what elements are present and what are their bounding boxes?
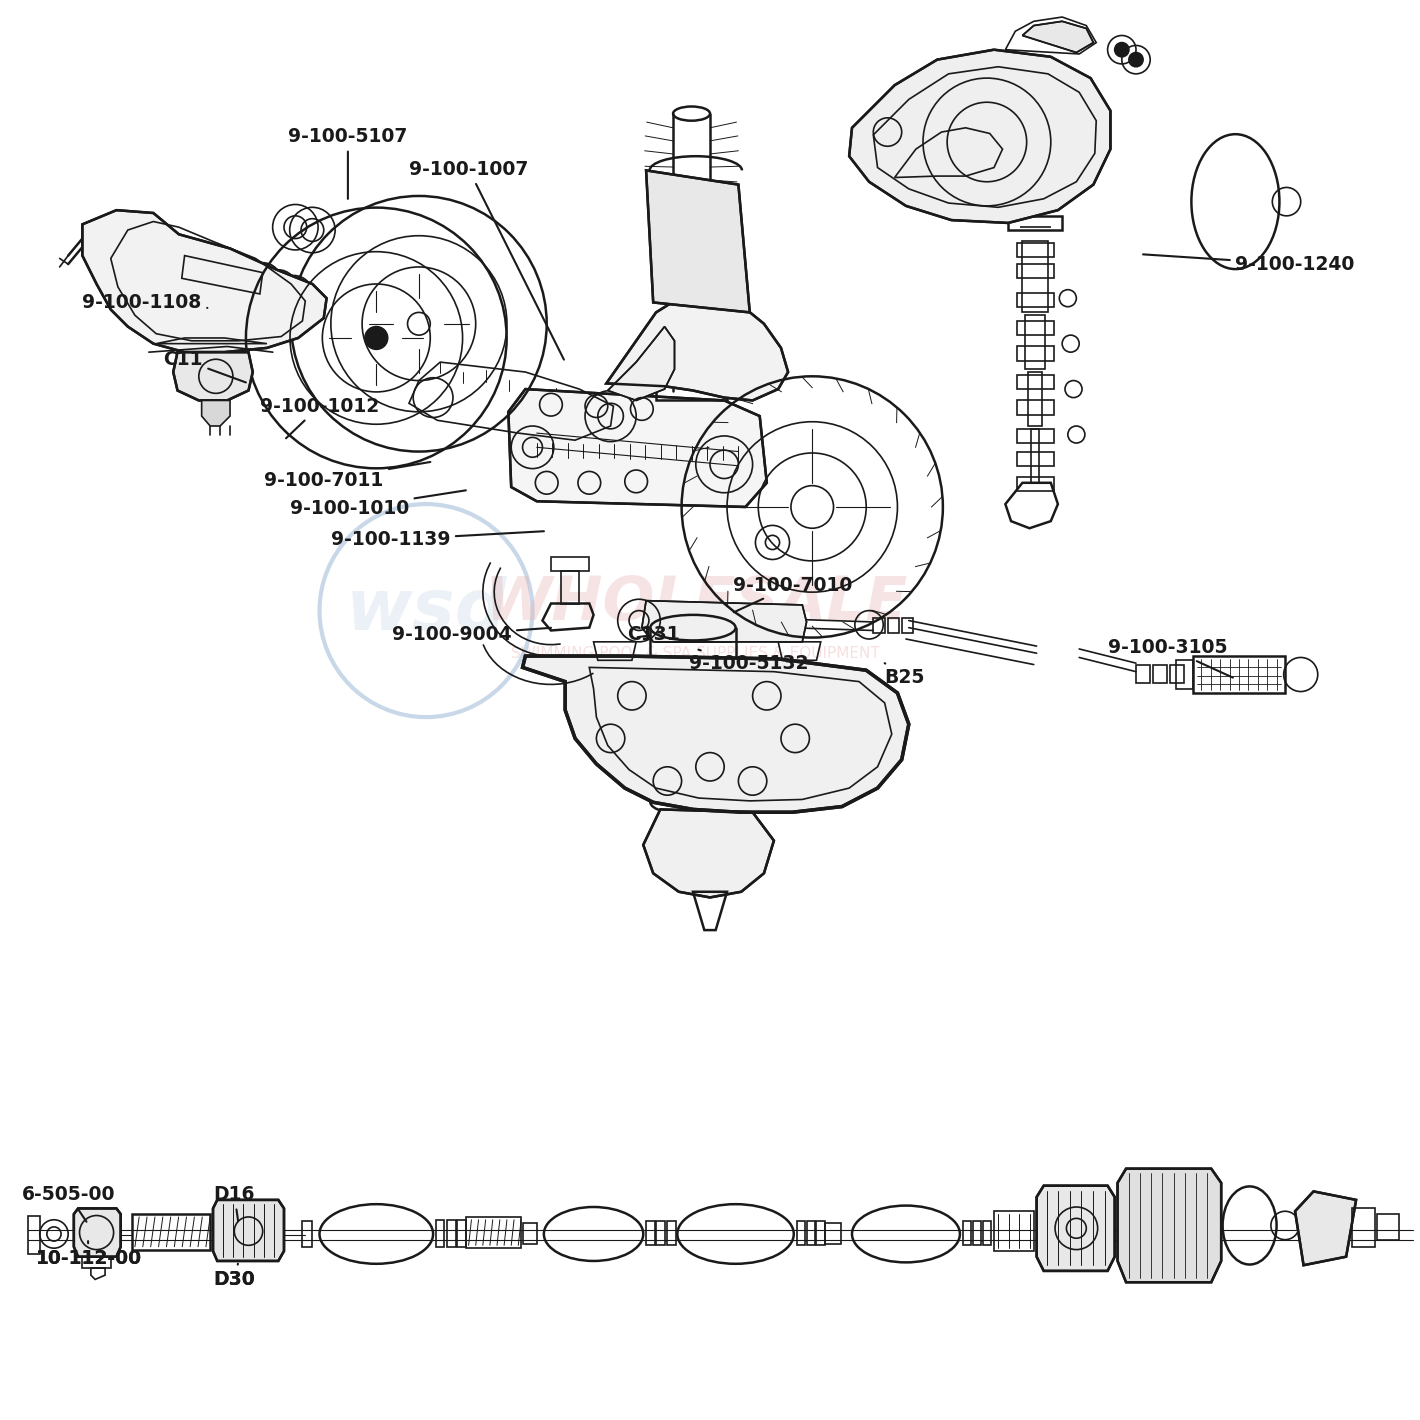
Text: 9-100-1012: 9-100-1012 [260,396,379,439]
Polygon shape [82,210,327,352]
Polygon shape [1022,21,1093,53]
Text: WHOLESALE: WHOLESALE [484,574,907,633]
Polygon shape [74,1208,121,1257]
Text: 9-100-1108: 9-100-1108 [82,293,207,312]
Polygon shape [1295,1191,1356,1265]
Text: B25: B25 [885,663,924,687]
Polygon shape [1118,1169,1221,1282]
Text: 6-505-00: 6-505-00 [21,1184,115,1221]
Text: 9-100-3105: 9-100-3105 [1108,638,1233,677]
Text: C131: C131 [626,625,680,645]
Polygon shape [642,601,807,642]
Text: 9-100-5107: 9-100-5107 [288,126,408,199]
Polygon shape [508,389,767,507]
Polygon shape [849,50,1110,223]
Text: 9-100-1007: 9-100-1007 [409,159,564,359]
Polygon shape [646,170,750,312]
Polygon shape [173,352,253,400]
Text: D16: D16 [213,1184,256,1221]
Text: SWIMMING POOL & SPA SUPPLIES & EQUIPMENT: SWIMMING POOL & SPA SUPPLIES & EQUIPMENT [511,646,880,660]
Polygon shape [643,809,774,897]
Polygon shape [523,656,909,812]
Text: wsd: wsd [345,577,507,645]
Text: 9-100-7011: 9-100-7011 [264,462,430,490]
Text: 9-100-5132: 9-100-5132 [689,650,808,673]
Text: D30: D30 [213,1264,256,1289]
Text: D30: D30 [213,1269,256,1289]
Text: 9-100-1010: 9-100-1010 [290,490,466,518]
Text: C11: C11 [163,349,246,382]
Circle shape [1129,53,1143,67]
Circle shape [1115,43,1129,57]
Polygon shape [213,1200,284,1261]
Polygon shape [606,295,788,400]
Text: 10-112-00: 10-112-00 [36,1241,142,1268]
Circle shape [365,327,388,349]
Text: 10-112-00: 10-112-00 [36,1248,142,1268]
Text: 9-100-1240: 9-100-1240 [1143,254,1355,274]
Polygon shape [202,400,230,426]
Polygon shape [608,327,674,400]
Text: 9-100-1139: 9-100-1139 [331,530,544,550]
Text: 9-100-7010: 9-100-7010 [733,575,852,612]
Text: 9-100-9004: 9-100-9004 [392,625,551,645]
Polygon shape [1037,1186,1115,1271]
